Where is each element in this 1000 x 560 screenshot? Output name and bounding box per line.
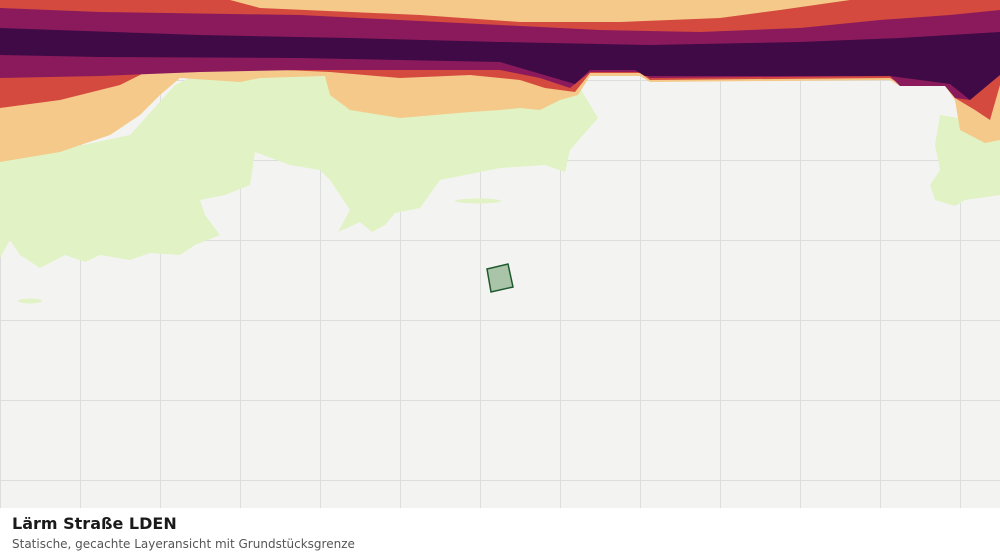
map xyxy=(0,0,1000,508)
map-title: Lärm Straße LDEN xyxy=(12,514,177,533)
map-subtitle: Statische, gecachte Layeransicht mit Gru… xyxy=(12,537,355,551)
footer: Lärm Straße LDEN Statische, gecachte Lay… xyxy=(0,508,1000,560)
parcel-boundary xyxy=(486,263,514,293)
noise-zone-dark xyxy=(0,28,1000,100)
